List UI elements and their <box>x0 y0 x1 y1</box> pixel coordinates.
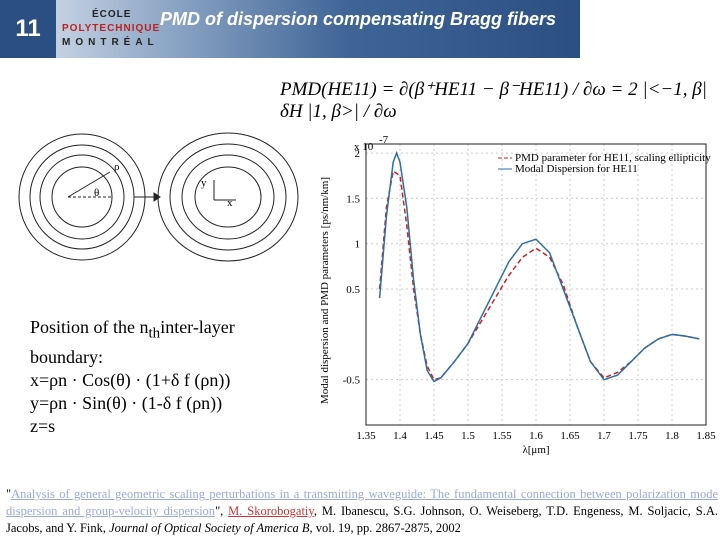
position-text: Position of the nthinter-layer boundary:… <box>30 316 235 438</box>
x-tick-label: 1.5 <box>461 430 475 442</box>
equation: y=ρn · Sin(θ) · (1-δ f (ρn)) <box>30 392 223 413</box>
x-tick-label: 1.6 <box>529 430 543 442</box>
y-tick-label: 1 <box>355 239 361 251</box>
x-tick-label: 1.55 <box>492 430 512 442</box>
y-tick-label: 0.5 <box>346 284 360 296</box>
circle <box>51 166 113 228</box>
equation: z=s <box>30 415 56 436</box>
x-tick-label: 1.35 <box>356 430 376 442</box>
logo-text: POLYTECHNIQUE <box>62 23 161 34</box>
y-tick-label: -0.5 <box>343 375 361 387</box>
label: y <box>201 177 207 189</box>
circle <box>181 154 275 240</box>
x-tick-label: 1.8 <box>665 430 679 442</box>
circle <box>39 154 125 240</box>
logo: ÉCOLE POLYTECHNIQUE MONTRÉAL <box>62 8 160 50</box>
logo-text: ÉCOLE <box>92 9 132 20</box>
circle <box>18 133 146 261</box>
multiplier-exp: -7 <box>379 134 389 146</box>
x-tick-label: 1.4 <box>393 430 407 442</box>
logo-text: MONTRÉAL <box>62 37 159 48</box>
radius <box>67 171 111 198</box>
text: Journal of Optical Society of America B <box>109 521 310 535</box>
label: x <box>227 197 233 209</box>
text: , M. Ibanescu, S.G. Johnson, O. Weiseber… <box>6 504 718 535</box>
text-line: Position of the nthinter-layer <box>30 316 235 346</box>
equation: x=ρn · Cos(θ) · (1+δ f (ρn)) <box>30 369 231 390</box>
series-line <box>378 169 700 381</box>
link[interactable]: M. Skorobogatiy <box>228 504 314 518</box>
arrowhead <box>153 192 161 202</box>
y-axis-label: Modal dispersion and PMD parameters [ps/… <box>319 177 331 404</box>
plot-frame <box>365 143 707 426</box>
x-tick-label: 1.75 <box>628 430 648 442</box>
label: θ <box>94 187 99 199</box>
text: th <box>148 325 161 342</box>
legend-label: Modal Dispersion for HE11 <box>515 163 638 175</box>
link[interactable]: Analysis of general geometric scaling pe… <box>6 487 718 518</box>
x-axis-label: λ[μm] <box>522 444 549 456</box>
circle <box>194 166 262 228</box>
multiplier: x 10 <box>354 141 374 153</box>
y-tick-label: 1.5 <box>346 193 360 205</box>
text: ", <box>215 504 229 518</box>
x-tick-label: 1.7 <box>597 430 611 442</box>
text: " <box>6 487 12 501</box>
text-line: boundary: <box>30 346 103 367</box>
slide-number: 11 <box>0 0 56 58</box>
citation: "Analysis of general geometric scaling p… <box>6 486 718 537</box>
text: inter-layer <box>160 317 235 337</box>
text: Position of the n <box>30 317 149 337</box>
slide-title: PMD of dispersion compensating Bragg fib… <box>160 9 557 29</box>
x-tick-label: 1.65 <box>560 430 580 442</box>
label: ρ <box>114 161 120 173</box>
formula: PMD(HE11) = ∂(β⁺HE11 − β⁻HE11) / ∂ω = 2 … <box>280 79 707 122</box>
header-bar <box>0 0 580 58</box>
diagram <box>18 132 299 262</box>
legend-label: PMD parameter for HE11, scaling elliptic… <box>515 152 711 164</box>
series-line <box>378 150 700 383</box>
y-tick-label: 2 <box>355 148 361 160</box>
x-tick-label: 1.85 <box>696 430 716 442</box>
circle <box>169 143 287 251</box>
text: , vol. 19, pp. 2867-2875, 2002 <box>309 521 461 535</box>
x-tick-label: 1.45 <box>424 430 444 442</box>
